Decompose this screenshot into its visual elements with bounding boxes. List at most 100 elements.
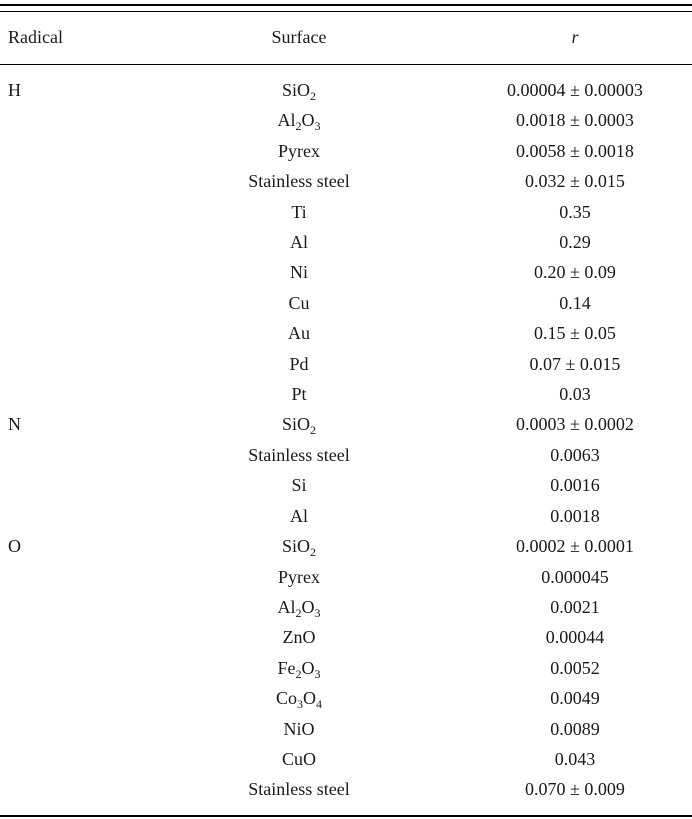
radical-cell [0,166,160,196]
radical-cell [0,440,160,470]
surface-text: Al [290,505,308,526]
surface-formula: Au [288,318,310,348]
r-value-cell: 0.35 [559,201,591,222]
surface-text: Co [275,688,297,709]
surface-subscript: 4 [316,697,322,712]
surface-formula: Ti [291,197,306,227]
table-top-rule-inner [0,11,692,12]
surface-formula: Pd [289,349,308,379]
surface-text: O [303,688,316,709]
surface-formula: Ni [290,257,308,287]
surface-formula: Stainless steel [248,166,350,196]
r-value-cell: 0.14 [559,292,591,313]
surface-formula: Al [290,501,308,531]
table-row: O SiO2 0.0002 ± 0.0001 [0,531,692,561]
table-header-rule [0,64,692,65]
surface-subscript: 2 [310,89,316,103]
surface-formula: CuO [282,744,316,774]
surface-text: Fe [277,657,296,678]
surface-text: Al [277,596,296,617]
r-value-cell: 0.032 ± 0.015 [525,171,625,192]
surface-subscript: 2 [310,545,316,560]
r-value-cell: 0.29 [559,232,591,253]
radical-cell [0,470,160,500]
table-row: Au 0.15 ± 0.05 [0,318,692,348]
table-row: Pyrex 0.000045 [0,562,692,592]
radical-cell [0,562,160,592]
r-value-cell: 0.043 [554,748,596,769]
surface-cell: Al [160,227,438,257]
surface-formula: Stainless steel [248,440,350,470]
table-row: Co3O4 0.0049 [0,683,692,713]
surface-formula: SiO2 [282,531,316,561]
surface-cell: SiO2 [160,65,438,105]
table-row: CuO 0.043 [0,744,692,774]
radical-cell [0,379,160,409]
radical-cell [0,653,160,683]
radical-cell [0,197,160,227]
r-value-cell: 0.0049 [550,688,600,709]
surface-formula: Pyrex [278,562,320,592]
table-row: Stainless steel 0.070 ± 0.009 [0,774,692,804]
header-radical: Radical [8,27,63,47]
surface-subscript: 3 [314,666,321,681]
radical-cell [0,105,160,135]
r-value-cell: 0.0052 [550,657,600,678]
surface-formula: Fe2O3 [278,653,321,683]
table-header-row: Radical Surface r [0,0,692,65]
r-value-cell: 0.070 ± 0.009 [525,779,625,800]
table-top-rule [0,4,692,6]
r-value-cell: 0.0063 [550,444,600,465]
surface-text: Cu [288,292,310,313]
table-row: Al2O3 0.0021 [0,592,692,622]
surface-text: Stainless steel [248,444,350,465]
surface-text: SiO [281,414,310,435]
radical-cell [0,714,160,744]
table-row: Cu 0.14 [0,288,692,318]
surface-text: Stainless steel [248,779,350,800]
table-row: Pyrex 0.0058 ± 0.0018 [0,136,692,166]
radical-cell [0,622,160,652]
table-row: NiO 0.0089 [0,714,692,744]
surface-text: O [301,596,315,617]
surface-cell: Au [160,318,438,348]
surface-text: Ti [291,201,307,222]
surface-text: ZnO [282,627,316,648]
surface-cell: Pt [160,379,438,409]
surface-subscript: 2 [295,119,302,134]
surface-cell: Stainless steel [160,440,438,470]
surface-formula: Al2O3 [278,592,321,622]
surface-subscript: 3 [314,605,321,620]
surface-text: Stainless steel [248,171,350,192]
surface-subscript: 3 [314,119,321,134]
surface-cell: Stainless steel [160,166,438,196]
r-value-cell: 0.15 ± 0.05 [534,323,616,344]
surface-text: Pyrex [278,140,320,161]
r-value-cell: 0.0003 ± 0.0002 [516,414,634,435]
surface-text: Si [291,475,307,496]
r-value-cell: 0.000045 [541,566,609,587]
table-row: ZnO 0.00044 [0,622,692,652]
table-row: Si 0.0016 [0,470,692,500]
radical-cell [0,744,160,774]
r-value-cell: 0.00004 ± 0.00003 [507,80,643,100]
table-row: Ni 0.20 ± 0.09 [0,257,692,287]
table-row: Stainless steel 0.0063 [0,440,692,470]
surface-text: Al [277,110,296,131]
surface-text: CuO [281,748,316,769]
r-value-cell: 0.0058 ± 0.0018 [516,140,634,161]
radical-cell [0,288,160,318]
surface-formula: Pyrex [278,136,320,166]
r-value-cell: 0.03 [559,384,591,405]
surface-text: Pyrex [278,566,320,587]
radical-cell: H [8,80,21,100]
table-row: H SiO2 0.00004 ± 0.00003 [0,65,692,105]
surface-text: O [301,657,315,678]
radical-cell [0,592,160,622]
surface-cell: Si [160,470,438,500]
surface-text: SiO [281,80,310,100]
header-r: r [571,27,579,47]
surface-text: Pt [291,384,307,405]
radical-cell [0,683,160,713]
